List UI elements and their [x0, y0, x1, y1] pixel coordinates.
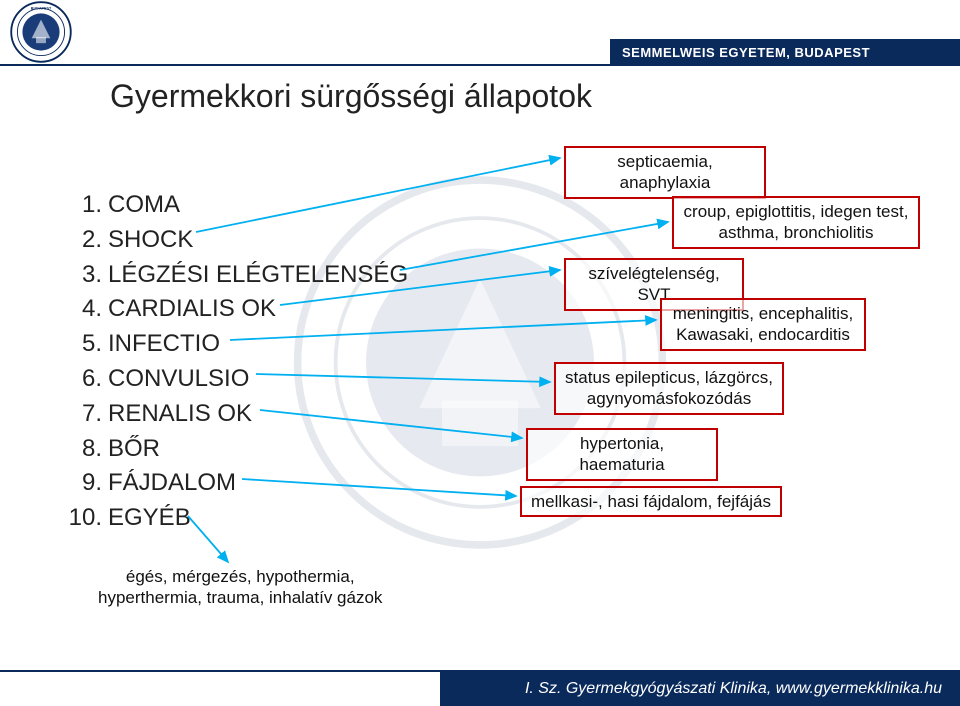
footer-bar: I. Sz. Gyermekgyógyászati Klinika, www.g… — [440, 672, 960, 706]
list-label: FÁJDALOM — [108, 466, 236, 501]
list-label: EGYÉB — [108, 501, 191, 536]
list-label: SHOCK — [108, 223, 193, 258]
header: BUDAPEST SEMMELWEIS EGYETEM, BUDAPEST — [0, 0, 960, 66]
box-line: croup, epiglottitis, idegen test, — [684, 202, 909, 221]
footer-text: I. Sz. Gyermekgyógyászati Klinika, www.g… — [525, 680, 942, 698]
slide-title: Gyermekkori sürgősségi állapotok — [110, 78, 592, 115]
list-item: 2.SHOCK — [66, 223, 408, 258]
list-num: 10. — [66, 501, 102, 536]
list-num: 8. — [66, 432, 102, 467]
box-text: hypertonia, haematuria — [579, 434, 664, 474]
list-label: INFECTIO — [108, 327, 220, 362]
list-label: CONVULSIO — [108, 362, 249, 397]
list-num: 7. — [66, 397, 102, 432]
list-num: 9. — [66, 466, 102, 501]
list-item: 5.INFECTIO — [66, 327, 408, 362]
list-num: 5. — [66, 327, 102, 362]
list-item: 1.COMA — [66, 188, 408, 223]
box-text: mellkasi-, hasi fájdalom, fejfájás — [531, 492, 771, 511]
list-item: 8.BŐR — [66, 432, 408, 467]
numbered-list: 1.COMA 2.SHOCK 3.LÉGZÉSI ELÉGTELENSÉG 4.… — [66, 188, 408, 536]
list-label: LÉGZÉSI ELÉGTELENSÉG — [108, 258, 408, 293]
box-line: asthma, bronchiolitis — [719, 223, 874, 242]
footer: I. Sz. Gyermekgyógyászati Klinika, www.g… — [0, 670, 960, 706]
list-num: 1. — [66, 188, 102, 223]
box-status: status epilepticus, lázgörcs, agynyomásf… — [554, 362, 784, 415]
box-line: status epilepticus, lázgörcs, — [565, 368, 773, 387]
box-line: Kawasaki, endocarditis — [676, 325, 850, 344]
list-item: 7.RENALIS OK — [66, 397, 408, 432]
university-name: SEMMELWEIS EGYETEM, BUDAPEST — [622, 45, 870, 60]
list-item: 6.CONVULSIO — [66, 362, 408, 397]
list-num: 3. — [66, 258, 102, 293]
header-university-bar: SEMMELWEIS EGYETEM, BUDAPEST — [610, 39, 960, 66]
note-line: égés, mérgezés, hypothermia, — [126, 567, 355, 586]
list-item: 3.LÉGZÉSI ELÉGTELENSÉG — [66, 258, 408, 293]
box-hypertonia: hypertonia, haematuria — [526, 428, 718, 481]
list-label: CARDIALIS OK — [108, 292, 276, 327]
list-num: 4. — [66, 292, 102, 327]
list-label: BŐR — [108, 432, 160, 467]
list-num: 6. — [66, 362, 102, 397]
list-item: 4.CARDIALIS OK — [66, 292, 408, 327]
university-seal-icon: BUDAPEST — [10, 1, 72, 63]
box-line: meningitis, encephalitis, — [673, 304, 853, 323]
svg-text:BUDAPEST: BUDAPEST — [31, 7, 52, 11]
box-meningitis: meningitis, encephalitis, Kawasaki, endo… — [660, 298, 866, 351]
list-item: 9.FÁJDALOM — [66, 466, 408, 501]
list-label: RENALIS OK — [108, 397, 252, 432]
bottom-note: égés, mérgezés, hypothermia, hyperthermi… — [98, 566, 382, 609]
box-septicaemia: septicaemia, anaphylaxia — [564, 146, 766, 199]
list-num: 2. — [66, 223, 102, 258]
list-label: COMA — [108, 188, 180, 223]
box-text: septicaemia, anaphylaxia — [617, 152, 712, 192]
note-line: hyperthermia, trauma, inhalatív gázok — [98, 588, 382, 607]
box-croup: croup, epiglottitis, idegen test, asthma… — [672, 196, 920, 249]
box-line: agynyomásfokozódás — [587, 389, 751, 408]
slide-content: Gyermekkori sürgősségi állapotok 1.COMA … — [0, 66, 960, 664]
box-mellkasi: mellkasi-, hasi fájdalom, fejfájás — [520, 486, 782, 517]
list-item: 10.EGYÉB — [66, 501, 408, 536]
